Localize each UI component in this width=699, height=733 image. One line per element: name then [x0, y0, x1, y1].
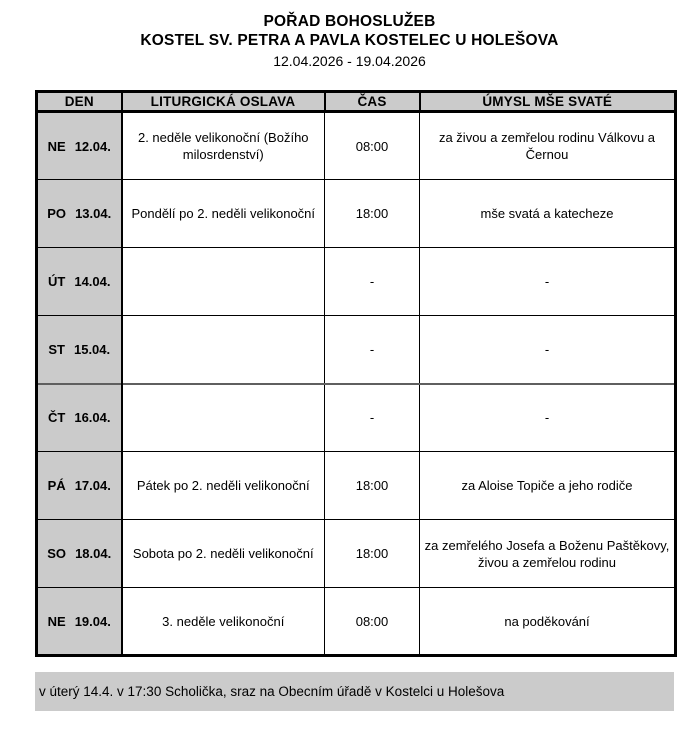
day-date: 15.04. [73, 341, 111, 357]
day-abbr: NE [47, 613, 66, 629]
table-row: NE 19.04. 3. neděle velikonoční 08:00 na … [36, 587, 676, 656]
day-abbr: ÚT [48, 274, 66, 289]
day-abbr: SO [47, 546, 67, 561]
table-row: PÁ 17.04. Pátek po 2. neděli velikonoční … [36, 451, 676, 520]
day-date: 17.04. [74, 478, 111, 493]
day-cell: PO 13.04. [36, 179, 123, 248]
day-abbr: PO [47, 206, 67, 221]
column-header-intention: ÚMYSL MŠE SVATÉ [419, 91, 676, 113]
time-cell: 08:00 [324, 587, 420, 656]
footer-note-text: v úterý 14.4. v 17:30 Scholička, sraz na… [39, 684, 505, 699]
footer-note: v úterý 14.4. v 17:30 Scholička, sraz na… [35, 672, 674, 711]
day-date: 13.04. [75, 206, 112, 221]
intention-cell: na poděkování [419, 587, 676, 656]
schedule-table: DEN LITURGICKÁ OSLAVA ČAS ÚMYSL MŠE SVAT… [35, 90, 677, 657]
liturgical-cell [121, 247, 325, 316]
day-cell: SO 18.04. [36, 519, 123, 588]
time-cell: 18:00 [324, 451, 420, 520]
liturgical-cell: 3. neděle velikonoční [121, 587, 325, 656]
time-cell: - [324, 382, 420, 452]
time-cell: - [324, 315, 420, 384]
church-name: KOSTEL SV. PETRA A PAVLA KOSTELEC U HOLE… [140, 32, 559, 49]
day-abbr: PÁ [47, 478, 66, 493]
table-row: PO 13.04. Pondělí po 2. neděli velikonočn… [36, 179, 676, 248]
day-abbr: ST [48, 341, 65, 357]
intention-cell: - [419, 382, 676, 452]
intention-cell: - [419, 315, 676, 384]
table-row: NE 12.04. 2. neděle velikonoční (Božího m… [36, 111, 676, 180]
intention-cell: za Aloise Topiče a jeho rodiče [419, 451, 676, 520]
time-cell: 08:00 [324, 111, 420, 180]
column-header-liturgical: LITURGICKÁ OSLAVA [121, 91, 326, 113]
day-abbr: ČT [48, 410, 66, 426]
day-cell: ČT 16.04. [36, 382, 123, 452]
day-date: 12.04. [74, 138, 111, 154]
date-range: 12.04.2026 - 19.04.2026 [273, 53, 426, 69]
day-cell: ÚT 14.04. [36, 247, 123, 316]
liturgical-cell: Pondělí po 2. neděli velikonoční [121, 179, 325, 248]
day-date: 16.04. [74, 410, 111, 426]
liturgical-cell: Sobota po 2. neděli velikonoční [121, 519, 325, 588]
day-cell: NE 12.04. [36, 111, 123, 180]
day-date: 14.04. [74, 274, 111, 289]
time-cell: 18:00 [324, 179, 420, 248]
column-header-time: ČAS [324, 91, 421, 113]
table-row: ST 15.04. - - [36, 315, 676, 384]
table-row: ČT 16.04. - - [36, 382, 676, 452]
table-header-row: DEN LITURGICKÁ OSLAVA ČAS ÚMYSL MŠE SVAT… [36, 91, 676, 113]
day-cell: NE 19.04. [36, 587, 123, 656]
intention-cell: - [419, 247, 676, 316]
intention-cell: za zemřelého Josefa a Boženu Paštěkovy, … [419, 519, 676, 588]
intention-cell: mše svatá a katecheze [419, 179, 676, 248]
page-title: POŘAD BOHOSLUŽEB [263, 13, 436, 30]
table-row: SO 18.04. Sobota po 2. neděli velikonoční… [36, 519, 676, 588]
liturgical-cell [121, 382, 325, 452]
intention-cell: za živou a zemřelou rodinu Válkovu a Čer… [419, 111, 676, 180]
title-block: POŘAD BOHOSLUŽEB KOSTEL SV. PETRA A PAVL… [0, 0, 699, 71]
liturgical-cell: Pátek po 2. neděli velikonoční [121, 451, 325, 520]
day-cell: ST 15.04. [36, 315, 123, 384]
liturgical-cell: 2. neděle velikonoční (Božího milosrdens… [121, 111, 325, 180]
day-cell: PÁ 17.04. [36, 451, 123, 520]
time-cell: - [324, 247, 420, 316]
day-abbr: NE [47, 138, 66, 154]
time-cell: 18:00 [324, 519, 420, 588]
table-row: ÚT 14.04. - - [36, 247, 676, 316]
liturgical-cell [121, 315, 325, 384]
column-header-den: DEN [36, 91, 123, 113]
day-date: 18.04. [75, 546, 112, 561]
day-date: 19.04. [74, 613, 111, 629]
